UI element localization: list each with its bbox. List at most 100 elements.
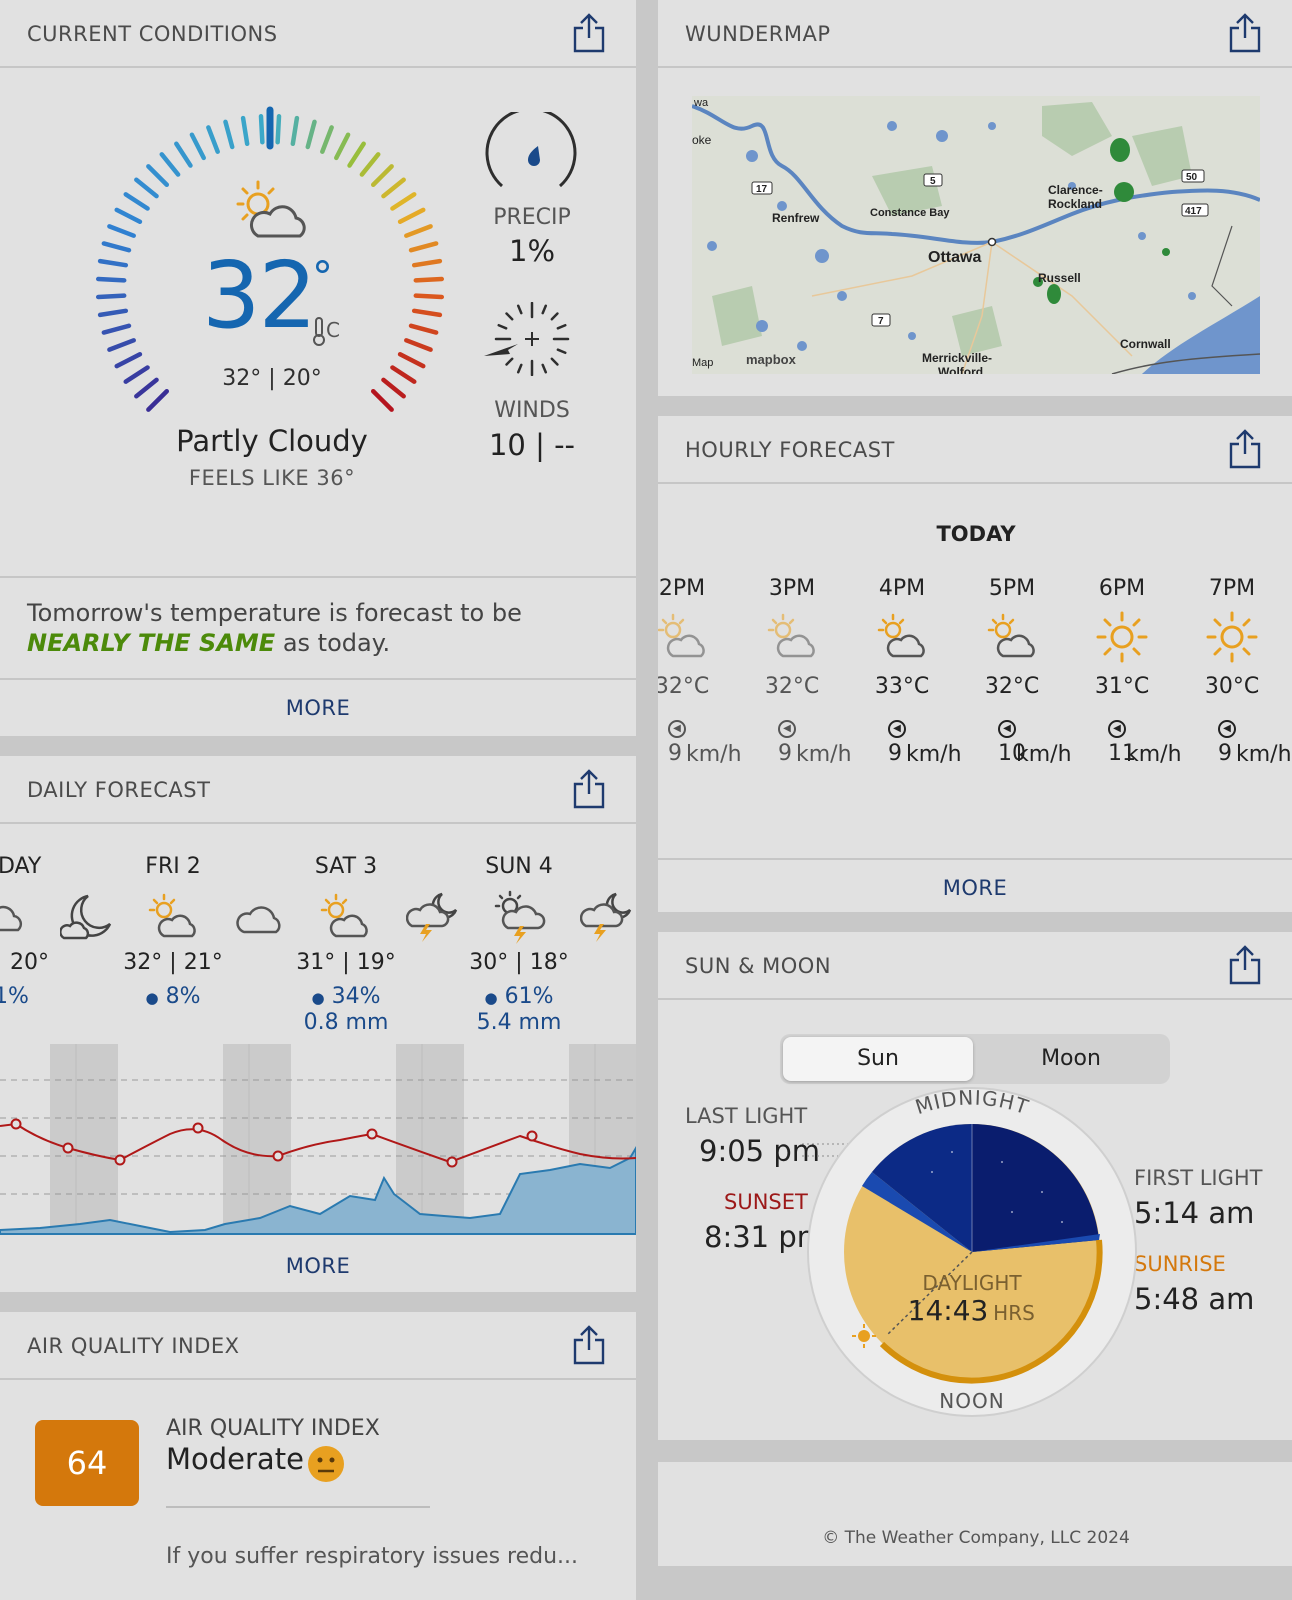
- hour-wind: ◀ 10: [998, 716, 1026, 766]
- share-icon[interactable]: [1228, 12, 1262, 54]
- hour-wind: ◀ 11: [1108, 716, 1136, 766]
- sunset-time: 8:31 pm: [704, 1220, 825, 1254]
- temperature-unit: C: [326, 318, 340, 342]
- card-title: HOURLY FORECAST: [685, 438, 895, 462]
- route-shield: 50: [1186, 172, 1198, 183]
- card-title: SUN & MOON: [685, 954, 832, 978]
- card-title: WUNDERMAP: [685, 22, 831, 46]
- hi-lo-temperature: 32° | 20°: [222, 366, 322, 391]
- gauge-tick: [334, 132, 351, 161]
- last-light-time: 9:05 pm: [699, 1134, 820, 1168]
- air-quality-card: AIR QUALITY INDEX 64 AIR QUALITY INDEX M…: [0, 1312, 636, 1600]
- aqi-badge: 64: [35, 1420, 139, 1506]
- day-temps: 20°: [10, 950, 49, 975]
- aqi-advice: If you suffer respiratory issues redu...: [166, 1544, 579, 1569]
- day-temps: 32° | 21°: [123, 950, 223, 975]
- tomorrow-suffix: as today.: [282, 629, 391, 657]
- share-icon[interactable]: [572, 1324, 606, 1366]
- map-label: Clarence-: [1048, 183, 1103, 197]
- hour-wind-unit: km/h: [686, 742, 742, 767]
- temperature-gauge: [95, 106, 445, 412]
- map-label: Wolford: [938, 365, 983, 374]
- share-icon[interactable]: [572, 768, 606, 810]
- hour-temp: 32°C: [984, 674, 1040, 699]
- hourly-more-button[interactable]: MORE: [942, 876, 1008, 900]
- wind-direction-icon: ◀: [1108, 720, 1126, 738]
- gauge-tick: [159, 152, 181, 177]
- hour-temp: 33°C: [874, 674, 930, 699]
- neutral-face-icon: [308, 1446, 344, 1482]
- day-amount: 5.4 mm: [476, 1010, 562, 1035]
- hourly-row[interactable]: 2PM 32°C ◀ 9 km/h 3PM 32°C ◀ 9 km/h 4PM 33°C ◀ 9 km…: [658, 416, 1292, 816]
- hour-wind-unit: km/h: [1126, 742, 1182, 767]
- share-icon[interactable]: [1228, 428, 1262, 470]
- gauge-tick: [359, 152, 381, 177]
- tomorrow-comparison: Tomorrow's temperature is forecast to be…: [27, 598, 607, 658]
- route-shield: 5: [930, 176, 936, 187]
- hour-time: 4PM: [878, 576, 926, 601]
- gauge-tick: [404, 338, 433, 352]
- route-shield: 7: [878, 316, 884, 327]
- gauge-tick: [223, 119, 235, 150]
- tab-moon[interactable]: Moon: [1041, 1046, 1101, 1071]
- daylight-label: DAYLIGHT: [922, 1271, 1022, 1295]
- gauge-tick: [411, 308, 443, 318]
- gauge-tick: [413, 293, 445, 300]
- footer: © The Weather Company, LLC 2024: [658, 1462, 1292, 1566]
- wind-direction-icon: ◀: [998, 720, 1016, 738]
- gauge-tick: [370, 388, 394, 412]
- day-label: DAY: [0, 854, 42, 879]
- hour-temp: 32°C: [764, 674, 820, 699]
- share-icon[interactable]: [1228, 944, 1262, 986]
- day-temps: 31° | 19°: [296, 950, 396, 975]
- sunset-label: SUNSET: [724, 1190, 808, 1214]
- day-label: SUN 4: [485, 854, 553, 879]
- hourly-day-label: TODAY: [936, 522, 1016, 546]
- map-label: wa: [693, 97, 709, 109]
- daily-more-button[interactable]: MORE: [285, 1254, 351, 1278]
- gauge-tick: [97, 258, 129, 268]
- gauge-tick: [107, 338, 136, 352]
- wind-compass-icon: [484, 302, 570, 376]
- gauge-tick: [95, 293, 127, 300]
- daylight-duration: 14:43: [908, 1294, 989, 1327]
- partly-cloudy-icon: [148, 893, 196, 938]
- gauge-tick: [114, 352, 143, 369]
- gauge-tick: [397, 352, 426, 369]
- thermometer-icon: [313, 317, 325, 346]
- day-precip: ● 8%: [145, 984, 201, 1009]
- precip-dial-icon: [485, 112, 577, 188]
- share-icon[interactable]: [572, 12, 606, 54]
- hour-wind: ◀ 9: [1218, 716, 1236, 766]
- hours-unit: HRS: [993, 1301, 1035, 1325]
- current-more-button[interactable]: MORE: [285, 696, 351, 720]
- current-conditions-header: CURRENT CONDITIONS: [0, 0, 636, 68]
- hour-wind: ◀ 9: [778, 716, 796, 766]
- day-precip: 1%: [0, 984, 29, 1009]
- precip-label: PRECIP: [493, 205, 571, 230]
- feels-like: FEELS LIKE 36°: [188, 466, 356, 490]
- map-label: Cornwall: [1120, 337, 1171, 351]
- partly-cloudy-icon: [875, 612, 929, 666]
- wind-direction-icon: ◀: [668, 720, 686, 738]
- map[interactable]: wa oke Renfrew Constance Bay Ottawa Clar…: [692, 96, 1260, 374]
- partly-cloudy-icon: [236, 180, 306, 238]
- gauge-tick: [114, 207, 143, 224]
- map-label: Merrickville-: [922, 351, 992, 365]
- sun-moon-card: SUN & MOON Sun Moon LAST LIGHT 9:05 pm S…: [658, 932, 1292, 1440]
- gauge-tick: [370, 164, 394, 188]
- map-label: oke: [692, 133, 712, 147]
- wind-direction-icon: ◀: [1218, 720, 1236, 738]
- mapbox-logo: mapbox: [746, 352, 797, 367]
- map-label: Map: [692, 357, 713, 369]
- sunrise-label: SUNRISE: [1134, 1252, 1226, 1276]
- gauge-tick: [95, 276, 127, 283]
- day-precip: ● 34%: [311, 984, 381, 1009]
- current-temperature: 32: [202, 250, 317, 342]
- map-label: Renfrew: [772, 211, 820, 225]
- gauge-tick: [397, 207, 426, 224]
- sunny-icon: [1095, 610, 1149, 668]
- gauge-tick: [97, 308, 129, 318]
- night-thunderstorm-icon: [406, 892, 458, 942]
- tab-sun[interactable]: Sun: [783, 1037, 973, 1081]
